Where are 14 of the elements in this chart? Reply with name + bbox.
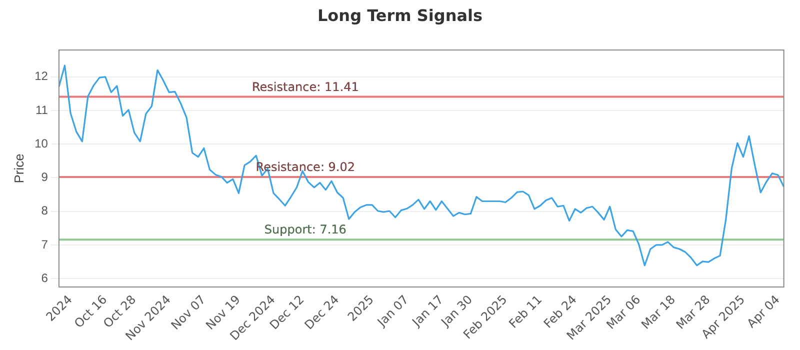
y-tick-label: 6 <box>41 270 48 285</box>
x-tick-label: Feb 11 <box>506 292 545 331</box>
ref-line-label: Resistance: 11.41 <box>252 80 359 94</box>
ref-line-label: Support: 7.16 <box>264 222 346 237</box>
chart-title: Long Term Signals <box>316 5 484 27</box>
y-tick-label: 8 <box>41 204 48 218</box>
x-tick-label: Jan 07 <box>374 292 412 330</box>
y-tick-label: 12 <box>34 69 48 84</box>
y-tick-label: 10 <box>34 136 48 150</box>
x-tick-label: Apr 04 <box>744 292 782 331</box>
y-tick-label: 11 <box>35 102 48 117</box>
y-tick-label: 9 <box>41 170 48 184</box>
y-axis-title: Price <box>11 154 26 184</box>
y-tick-label: 7 <box>41 237 48 252</box>
